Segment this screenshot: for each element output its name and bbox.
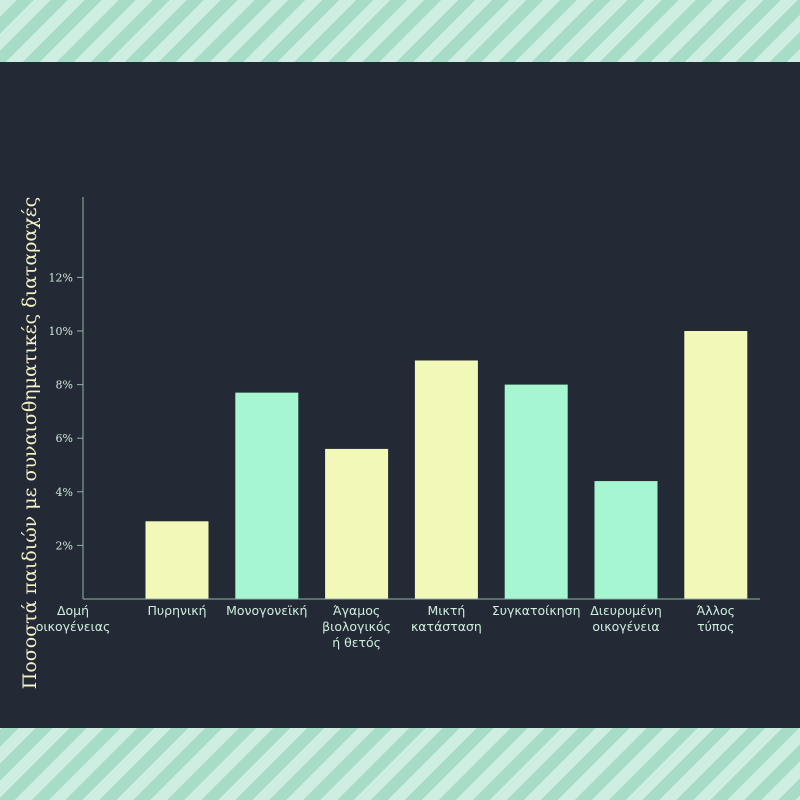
x-tick-label: Άλλος τύπος — [697, 603, 735, 634]
bar — [145, 521, 209, 599]
x-tick-label: Διευρυμένη οικογένεια — [590, 603, 662, 634]
bar — [414, 360, 478, 599]
chart-panel: Ποσοστά παιδιών με συναισθηματικές διατα… — [0, 62, 800, 728]
bar — [594, 481, 658, 599]
x-tick-label: Συγκατοίκηση — [492, 603, 581, 618]
bars — [145, 331, 748, 599]
bar — [504, 384, 568, 599]
y-tick-label: 2% — [56, 539, 73, 552]
y-tick-label: 6% — [56, 432, 73, 445]
y-tick-label: 12% — [49, 271, 73, 284]
y-axis-label: Ποσοστά παιδιών με συναισθηματικές διατα… — [19, 197, 41, 689]
x-axis-label: Δομή οικογένειας — [36, 603, 111, 634]
y-tick-label: 8% — [56, 379, 73, 392]
y-tick-label: 10% — [49, 325, 73, 338]
x-tick-label: Άγαμος βιολογικός ή θετός — [322, 603, 391, 650]
x-tick-label: Πυρηνική — [148, 603, 207, 618]
bar — [235, 392, 299, 599]
x-tick-label: Μικτή κατάσταση — [411, 603, 482, 634]
bar-chart: Ποσοστά παιδιών με συναισθηματικές διατα… — [19, 197, 760, 689]
y-tick-label: 4% — [56, 486, 73, 499]
x-tick-label: Μονογονεϊκή — [226, 603, 307, 618]
y-ticks: 2% 4% 6% 8% 10% 12% — [49, 271, 83, 552]
bar — [684, 331, 748, 599]
x-labels: Δομή οικογένειας Πυρηνική Μονογονεϊκή Άγαμος… — [36, 603, 735, 650]
bar — [325, 448, 389, 599]
